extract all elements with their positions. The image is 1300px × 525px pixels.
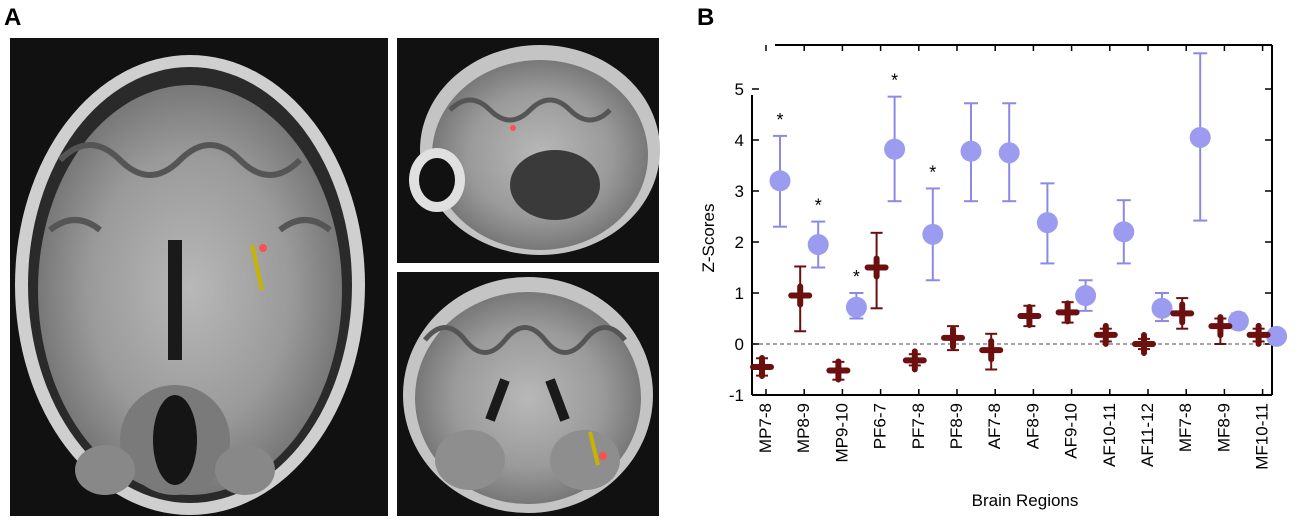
significance-marker: * [853,267,860,287]
y-axis: -1 0 1 2 3 4 5 [729,80,1272,405]
y-tick-label: 4 [735,131,744,150]
x-axis: MP7-8 MP8-9 MP9-10 PF6-7 PF7-8 PF8-9 AF7-8 AF8-… [756,403,1272,470]
series-circles: * * * * * [769,52,1288,347]
data-point-cross [788,283,813,308]
data-point-cross [979,338,1004,363]
y-tick-label: -1 [729,386,744,405]
data-point-circle [1113,221,1135,243]
x-tick-label: PF7-8 [909,403,928,449]
panel-label-b: B [697,4,715,31]
y-tick-label: 5 [735,80,744,99]
x-tick-label: AF10-11 [1100,403,1119,467]
data-point-circle [1151,297,1173,319]
x-tick-label: AF11-12 [1138,403,1157,467]
significance-marker: * [815,196,822,216]
data-point-circle [807,234,829,256]
data-point-circle [1189,126,1211,148]
data-point-cross [941,325,965,350]
y-tick-label: 1 [735,284,744,303]
data-point-circle [769,170,791,192]
x-axis-label: Brain Regions [972,491,1079,510]
data-point-cross [750,354,774,379]
data-point-cross [826,358,851,383]
data-point-cross [1055,300,1080,325]
y-axis-label: Z-Scores [699,204,718,273]
data-point-circle [884,138,906,160]
x-tick-label: MF8-9 [1214,403,1233,452]
coronal-mri-slice [397,272,659,516]
x-tick-label: MF10-11 [1253,403,1272,470]
sagittal-mri-slice [397,38,660,263]
series-crosses [750,231,1271,383]
data-point-circle [845,296,867,318]
panel-label-a: A [4,4,22,31]
x-tick-label: MP9-10 [832,403,851,463]
significance-marker: * [929,162,936,182]
x-tick-label: PF6-7 [871,403,890,449]
axial-mri-slice [10,38,388,516]
y-tick-label: 0 [735,335,744,354]
data-point-circle [960,140,982,162]
data-point-circle [998,142,1020,164]
y-tick-label: 2 [735,233,744,252]
data-point-cross [1170,301,1195,326]
x-tick-label: AF9-10 [1062,403,1081,459]
x-tick-label: PF8-9 [947,403,966,449]
data-point-circle [1266,325,1288,347]
data-point-cross [864,255,889,280]
significance-marker: * [776,110,783,130]
data-point-circle [1036,212,1058,234]
data-point-cross [1093,322,1118,347]
significance-marker: * [891,71,898,91]
y-tick-label: 3 [735,182,744,201]
data-point-cross [1132,332,1156,356]
data-point-circle [1227,310,1249,332]
x-tick-label: MF7-8 [1176,403,1195,452]
x-tick-label: MP7-8 [756,403,775,453]
x-tick-label: AF7-8 [985,403,1004,449]
x-tick-label: AF8-9 [1023,403,1042,449]
data-point-cross [1017,303,1042,328]
data-point-circle [922,223,944,245]
data-point-circle [1075,285,1097,307]
data-point-cross [1246,322,1271,347]
data-point-cross [902,348,927,373]
x-tick-label: MP8-9 [794,403,813,453]
data-point-cross [1208,314,1233,339]
